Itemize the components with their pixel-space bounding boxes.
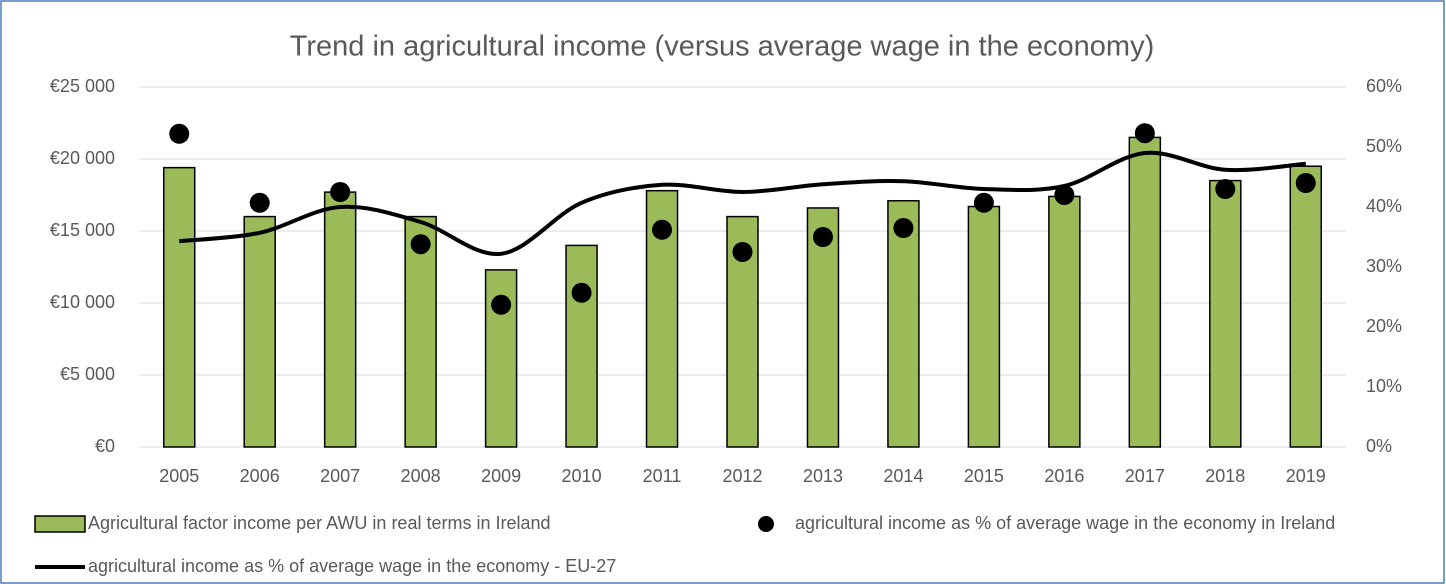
legend-swatch (758, 516, 774, 532)
x-tick-label: 2010 (562, 466, 602, 486)
legend-label: Agricultural factor income per AWU in re… (88, 513, 551, 533)
legend-label: agricultural income as % of average wage… (795, 513, 1335, 533)
bar (887, 200, 920, 448)
x-tick-label: 2014 (883, 466, 923, 486)
x-tick-label: 2018 (1205, 466, 1245, 486)
dot (249, 192, 270, 213)
dot (1134, 123, 1155, 144)
y2-tick-label: 30% (1366, 256, 1402, 276)
bar (323, 191, 357, 448)
dot (410, 234, 431, 255)
dot (812, 227, 833, 247)
y-tick-label: €20 000 (50, 148, 115, 168)
x-tick-label: 2017 (1125, 466, 1165, 486)
x-tick-label: 2008 (401, 466, 441, 486)
x-tick-label: 2012 (722, 466, 762, 486)
y2-tick-label: 60% (1366, 76, 1402, 96)
y2-tick-label: 50% (1366, 136, 1402, 156)
bar (162, 166, 196, 448)
dot (571, 282, 592, 303)
y-tick-label: €5 000 (60, 364, 115, 384)
dot (1215, 179, 1236, 199)
x-tick-label: 2006 (240, 466, 280, 486)
x-tick-label: 2013 (803, 466, 843, 486)
dot (330, 182, 351, 202)
x-tick-label: 2019 (1286, 466, 1326, 486)
dot (893, 218, 914, 238)
dot (652, 219, 673, 240)
bar (565, 244, 598, 448)
bar (404, 215, 437, 448)
x-tick-label: 2015 (964, 466, 1004, 486)
y-tick-label: €15 000 (50, 220, 115, 240)
bar (1048, 195, 1081, 448)
bar (1209, 179, 1242, 448)
bar (967, 205, 1001, 448)
dot (732, 242, 753, 262)
y2-tick-label: 10% (1366, 376, 1402, 396)
bar (1128, 136, 1162, 448)
line (179, 150, 1306, 256)
x-tick-label: 2016 (1044, 466, 1084, 486)
y2-tick-label: 40% (1366, 196, 1402, 216)
y2-tick-label: 20% (1366, 316, 1402, 336)
bar (243, 215, 276, 448)
legend-swatch (34, 515, 86, 533)
dot (973, 192, 994, 213)
y2-tick-label: 0% (1366, 436, 1392, 456)
chart-title: Trend in agricultural income (versus ave… (290, 31, 1155, 63)
dot (169, 123, 190, 144)
bar (1289, 165, 1323, 448)
x-tick-label: 2011 (643, 466, 682, 486)
dot (491, 294, 512, 315)
y-tick-label: €25 000 (50, 76, 115, 96)
dot (1295, 173, 1316, 193)
x-tick-label: 2005 (159, 466, 199, 486)
x-tick-label: 2007 (320, 466, 360, 486)
legend-label: agricultural income as % of average wage… (88, 556, 616, 576)
bar (806, 207, 840, 448)
y-tick-label: €0 (95, 436, 115, 456)
x-tick-label: 2009 (481, 466, 521, 486)
dot (1054, 185, 1075, 205)
y-tick-label: €10 000 (50, 292, 115, 312)
